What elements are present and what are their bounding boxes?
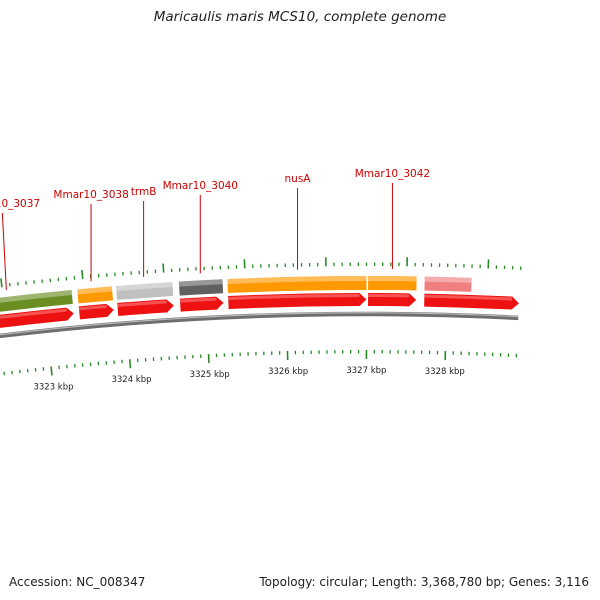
gene-block-shine — [368, 276, 417, 282]
cds-shine — [368, 294, 410, 298]
gene-label: Mmar10_3038 — [53, 189, 128, 201]
cds-shine — [0, 308, 67, 319]
gene-label: Mmar10_3042 — [355, 168, 430, 180]
backbone-highlight — [0, 312, 519, 336]
scale-label: 3324 kbp — [111, 375, 151, 385]
scale-label: 3323 kbp — [33, 382, 73, 392]
gene-block — [424, 276, 472, 292]
scale-label: 3328 kbp — [425, 367, 465, 377]
scale-label: 3325 kbp — [190, 370, 230, 380]
gene-block-shine — [115, 282, 173, 292]
gene-block-shine — [77, 286, 113, 295]
gene-block — [0, 289, 73, 312]
gene-block-shine — [0, 289, 73, 303]
cds-shine — [179, 297, 217, 303]
cds-shine — [78, 304, 107, 311]
leader-line — [1, 212, 7, 290]
gene-block — [77, 286, 113, 304]
gene-block — [368, 276, 417, 291]
gene-block-shine — [424, 276, 472, 283]
tick-mark — [0, 278, 3, 288]
cds-shine — [424, 294, 513, 301]
inner-ticks — [3, 349, 518, 376]
gene-track — [0, 276, 472, 312]
gene-block — [115, 282, 174, 301]
gene-labels: Mmar10_3036Mmar10_3037Mmar10_3038trmBMma… — [0, 168, 430, 290]
map-title: Maricaulis maris MCS10, complete genome — [153, 9, 447, 25]
gene-label: nusA — [285, 173, 312, 185]
gene-block — [227, 276, 367, 294]
cds-track — [0, 293, 519, 328]
gene-block-shine — [178, 279, 223, 287]
cds-shine — [117, 300, 167, 308]
gene-label: Mmar10_3037 — [0, 198, 40, 210]
tick-mark — [50, 366, 53, 376]
genome-backbone — [0, 311, 519, 339]
gene-label: Mmar10_3040 — [163, 180, 238, 192]
gene-block-shine — [227, 276, 367, 285]
tick-mark — [81, 269, 84, 279]
tick-mark — [128, 359, 132, 369]
tick-mark — [162, 263, 165, 273]
topology-text: Topology: circular; Length: 3,368,780 bp… — [259, 575, 589, 589]
gene-label: trmB — [131, 186, 157, 198]
scale-label: 3327 kbp — [346, 366, 386, 376]
cds-shine — [228, 294, 360, 301]
backbone-line — [0, 311, 519, 339]
gene-block — [178, 279, 224, 296]
scale-label: 3326 kbp — [268, 367, 308, 377]
accession-text: Accession: NC_008347 — [9, 575, 146, 589]
